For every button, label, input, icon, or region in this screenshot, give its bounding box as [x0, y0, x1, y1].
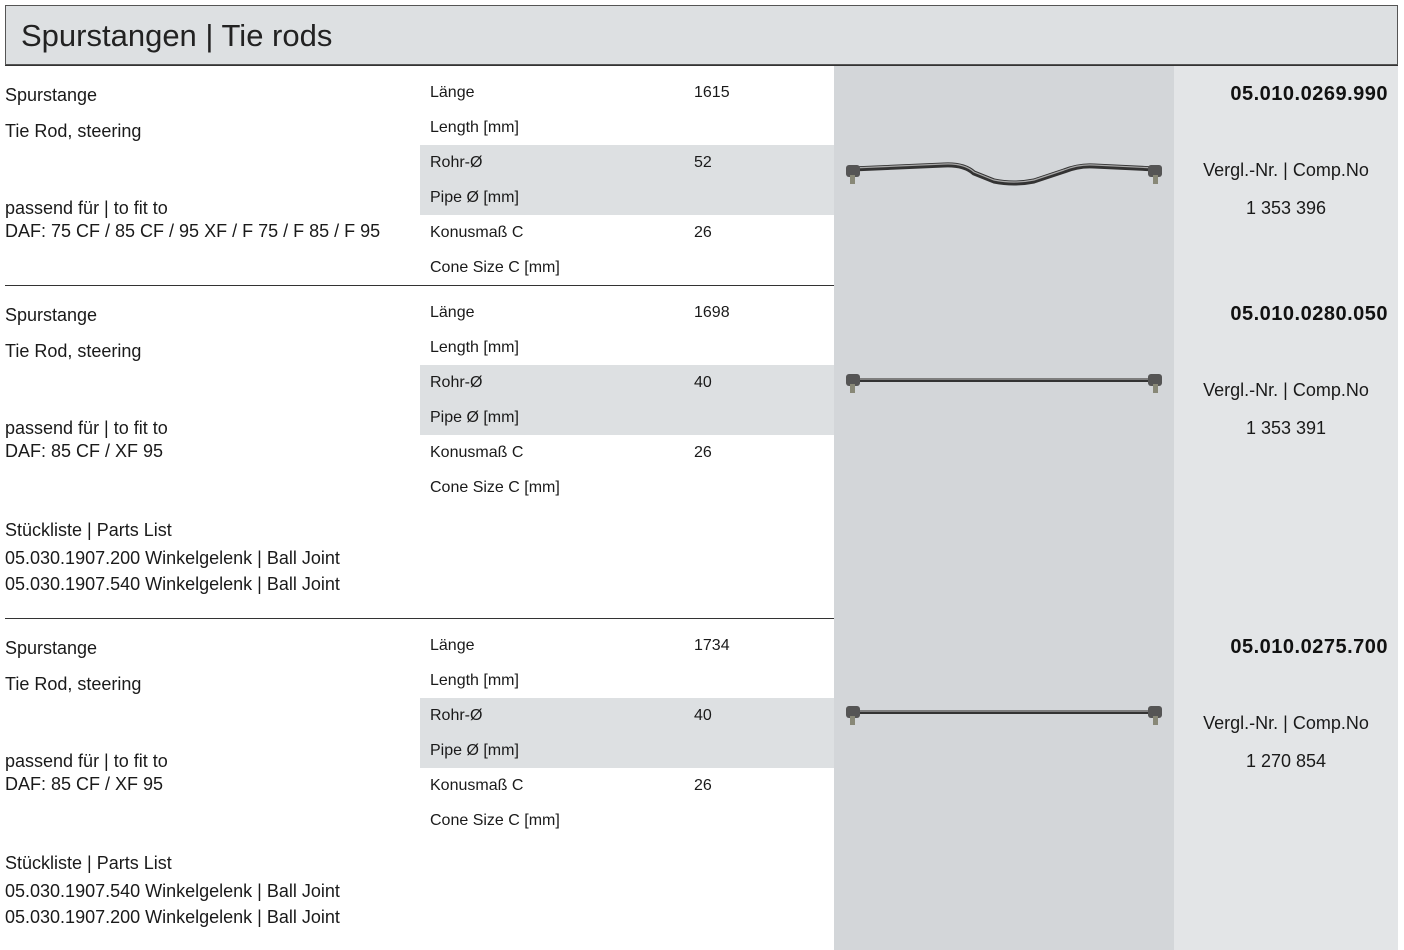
spec-value: 26	[694, 444, 712, 461]
item-name-en: Tie Rod, steering	[5, 341, 142, 361]
comp-label: Vergl.-Nr. | Comp.No	[1203, 160, 1369, 180]
spec-label: Konusmaß C	[430, 777, 524, 794]
image-column	[834, 619, 1174, 950]
spec-label: Rohr-Ø	[430, 154, 483, 171]
comp-no: 1 353 396	[1245, 198, 1327, 218]
parts-list-label: Stückliste | Parts List	[5, 520, 172, 540]
part: 05.030.1907.200 Winkelgelenk | Ball Join…	[5, 548, 340, 568]
part: 05.030.1907.540 Winkelgelenk | Ball Join…	[5, 574, 340, 594]
spec-stripe	[420, 698, 834, 768]
spec-value: 1615	[694, 84, 730, 101]
fit-label: passend für | to fit to	[5, 198, 168, 218]
part-number: 05.010.0280.050	[1230, 303, 1388, 325]
spec-label-en: Pipe Ø [mm]	[430, 409, 519, 426]
spec-label: Konusmaß C	[430, 224, 524, 241]
spec-label: Länge	[430, 637, 475, 654]
spec-value: 40	[694, 374, 712, 391]
item-name: Spurstange	[5, 305, 98, 325]
parts-list-label: Stückliste | Parts List	[5, 853, 172, 873]
number-column	[1174, 619, 1398, 950]
spec-label-en: Cone Size C [mm]	[430, 259, 560, 276]
item-name: Spurstange	[5, 638, 98, 658]
image-column	[834, 66, 1174, 286]
spec-label-en: Length [mm]	[430, 119, 519, 136]
item-name-en: Tie Rod, steering	[5, 121, 142, 141]
spec-label: Rohr-Ø	[430, 707, 483, 724]
spec-label: Konusmaß C	[430, 444, 524, 461]
fit-label: passend für | to fit to	[5, 751, 168, 771]
spec-label: Länge	[430, 84, 475, 101]
spec-label-en: Pipe Ø [mm]	[430, 189, 519, 206]
fit: DAF: 85 CF / XF 95	[5, 774, 164, 794]
spec-value: 1698	[694, 304, 730, 321]
header-title: Spurstangen | Tie rods	[21, 18, 333, 53]
fit-label: passend für | to fit to	[5, 418, 168, 438]
spec-label-en: Pipe Ø [mm]	[430, 742, 519, 759]
fit: DAF: 85 CF / XF 95	[5, 441, 164, 461]
fit: DAF: 75 CF / 85 CF / 95 XF / F 75 / F 85…	[5, 221, 381, 241]
header: Spurstangen | Tie rods	[5, 5, 1398, 65]
item-name: Spurstange	[5, 85, 98, 105]
spec-label-en: Cone Size C [mm]	[430, 812, 560, 829]
comp-no: 1 353 391	[1245, 418, 1327, 438]
number-column	[1174, 66, 1398, 286]
item-name-en: Tie Rod, steering	[5, 674, 142, 694]
tie-rod-image	[846, 162, 1162, 186]
tie-rod-image	[846, 374, 1162, 393]
tie-rod-image	[846, 706, 1162, 725]
spec-value: 1734	[694, 637, 730, 654]
comp-label: Vergl.-Nr. | Comp.No	[1203, 713, 1369, 733]
spec-label-en: Length [mm]	[430, 672, 519, 689]
row-separator	[5, 618, 834, 619]
spec-label: Länge	[430, 304, 475, 321]
spec-value: 26	[694, 777, 712, 794]
row-separator	[5, 285, 834, 286]
spec-stripe	[420, 145, 834, 215]
number-column	[1174, 286, 1398, 619]
spec-value: 52	[694, 154, 712, 171]
spec-label: Rohr-Ø	[430, 374, 483, 391]
comp-no: 1 270 854	[1245, 751, 1327, 771]
spec-value: 40	[694, 707, 712, 724]
comp-label: Vergl.-Nr. | Comp.No	[1203, 380, 1369, 400]
spec-value: 26	[694, 224, 712, 241]
spec-stripe	[420, 365, 834, 435]
part: 05.030.1907.200 Winkelgelenk | Ball Join…	[5, 907, 340, 927]
spec-label-en: Cone Size C [mm]	[430, 479, 560, 496]
image-column	[834, 286, 1174, 619]
row-separator	[5, 65, 1398, 66]
part: 05.030.1907.540 Winkelgelenk | Ball Join…	[5, 881, 340, 901]
spec-label-en: Length [mm]	[430, 339, 519, 356]
part-number: 05.010.0275.700	[1230, 636, 1388, 658]
part-number: 05.010.0269.990	[1230, 83, 1388, 105]
